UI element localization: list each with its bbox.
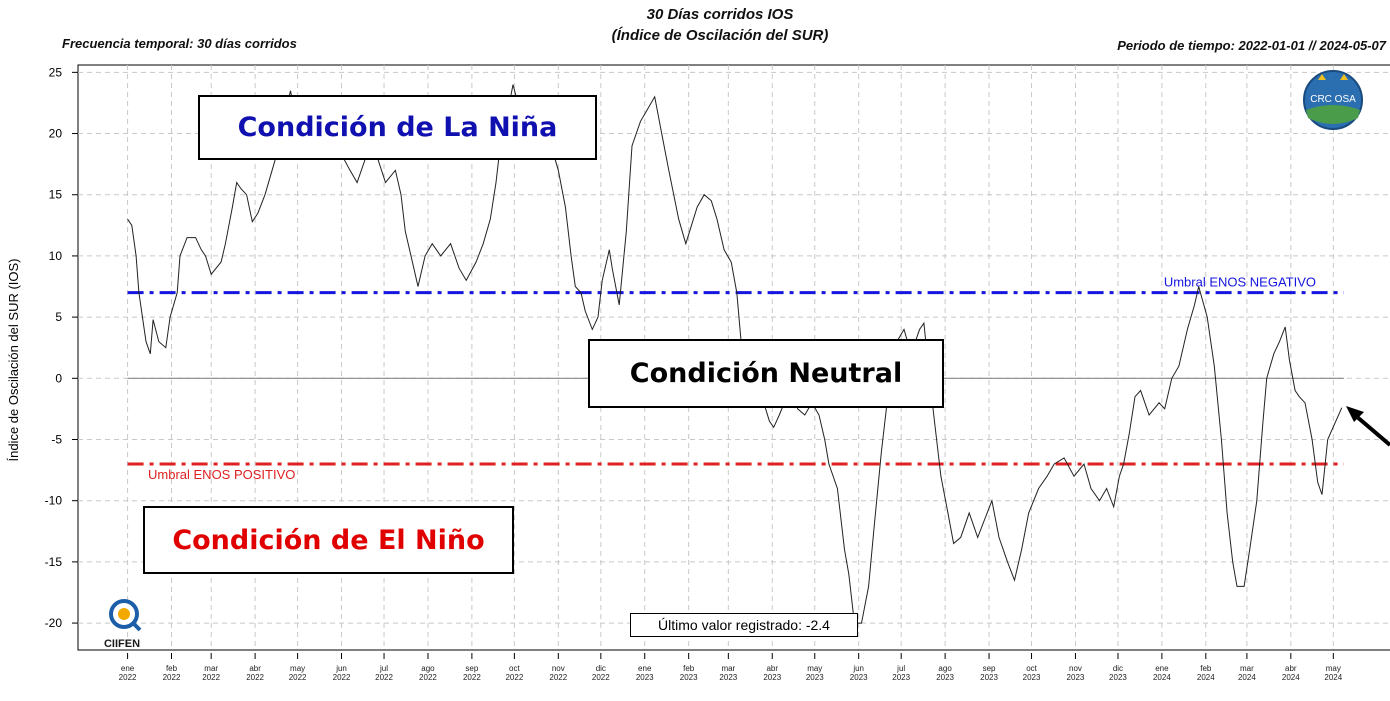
y-tick-label: -5 <box>51 432 62 446</box>
x-tick-label: mar 2024 <box>1237 664 1256 682</box>
x-tick-label: nov 2023 <box>1066 664 1085 682</box>
threshold-label: Umbral ENOS NEGATIVO <box>1164 275 1316 290</box>
x-tick-label: dic 2022 <box>591 664 610 682</box>
logo-land <box>1306 105 1360 124</box>
x-tick-label: ago 2022 <box>419 664 437 682</box>
x-tick-label: abr 2023 <box>763 664 782 682</box>
x-tick-label: nov 2022 <box>549 664 568 682</box>
chart-title: 30 Días corridos IOS <box>646 6 794 23</box>
last-value-note: Último valor registrado: -2.4 <box>630 613 858 637</box>
x-tick-label: feb 2022 <box>162 664 181 682</box>
x-tick-label: sep 2022 <box>462 664 481 682</box>
x-tick-label: ene 2024 <box>1152 664 1171 682</box>
x-tick-label: mar 2022 <box>202 664 221 682</box>
x-tick-label: jul 2022 <box>375 664 393 682</box>
logo-text: CIIFEN <box>104 638 140 650</box>
x-tick-label: ago 2023 <box>936 664 954 682</box>
x-tick-label: may 2022 <box>288 664 307 682</box>
annotation: Condición Neutral <box>588 339 944 408</box>
x-tick-label: oct 2022 <box>505 664 524 682</box>
x-tick-label: abr 2024 <box>1281 664 1300 682</box>
arrow <box>1354 414 1390 447</box>
chart-subtitle: (Índice de Oscilación del SUR) <box>611 27 829 44</box>
logo-stars <box>1318 74 1348 80</box>
x-tick-label: ene 2022 <box>118 664 137 682</box>
x-tick-label: feb 2023 <box>679 664 698 682</box>
y-tick-label: 5 <box>55 310 62 324</box>
frequency-label: Frecuencia temporal: 30 días corridos <box>62 36 297 51</box>
x-tick-label: ene 2023 <box>635 664 654 682</box>
y-tick-label: 20 <box>49 127 63 141</box>
x-tick-label: oct 2023 <box>1022 664 1041 682</box>
annotation: Condición de La Niña <box>198 95 597 160</box>
y-tick-label: 25 <box>49 65 63 79</box>
logo: CRC OSA <box>1303 70 1363 130</box>
x-tick-label: dic 2023 <box>1109 664 1127 682</box>
x-tick-label: abr 2022 <box>246 664 264 682</box>
x-tick-label: jun 2022 <box>332 664 351 682</box>
x-tick-label: feb 2024 <box>1196 664 1215 682</box>
period-label: Periodo de tiempo: 2022-01-01 // 2024-05… <box>1117 38 1386 53</box>
y-tick-label: -10 <box>45 494 63 508</box>
threshold-label: Umbral ENOS POSITIVO <box>148 467 295 482</box>
y-axis-label: Índice de Oscilación del SUR (IOS) <box>6 258 21 461</box>
y-tick-label: -15 <box>45 555 63 569</box>
y-tick-label: 10 <box>49 249 63 263</box>
x-tick-label: sep 2023 <box>980 664 998 682</box>
annotation: Condición de El Niño <box>143 506 514 574</box>
arrow-head <box>1346 406 1364 422</box>
y-tick-label: 15 <box>49 188 63 202</box>
logo-handle <box>130 620 142 632</box>
y-tick-label: -20 <box>45 616 63 630</box>
x-tick-label: jul 2023 <box>892 664 911 682</box>
x-tick-label: jun 2023 <box>849 664 868 682</box>
logo-text: CRC OSA <box>1310 94 1356 105</box>
logo-core <box>118 608 130 620</box>
x-tick-label: may 2023 <box>805 664 824 682</box>
x-tick-label: may 2024 <box>1324 664 1343 682</box>
logo: CIIFEN <box>104 599 142 650</box>
y-tick-label: 0 <box>55 371 62 385</box>
x-tick-label: mar 2023 <box>719 664 738 682</box>
